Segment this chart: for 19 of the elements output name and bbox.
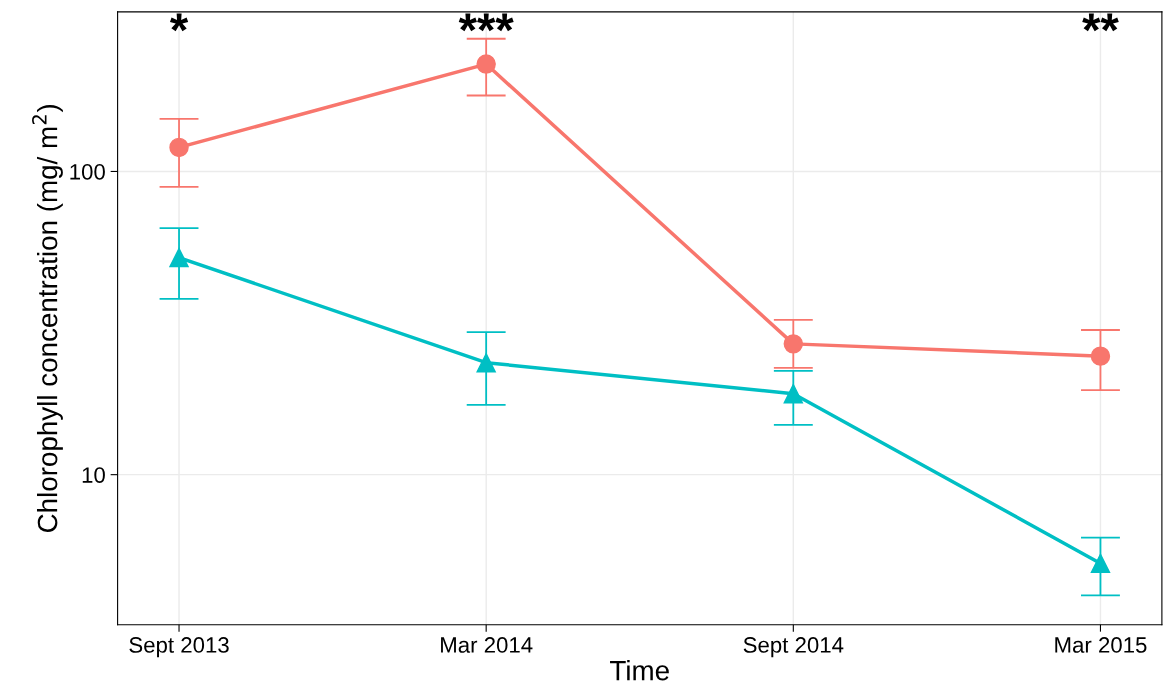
point — [476, 352, 496, 373]
point — [783, 383, 804, 404]
y-tick-label: 10 — [82, 467, 105, 483]
x-tick-label: Mar 2015 — [1055, 637, 1147, 653]
point — [1090, 553, 1111, 574]
x-axis-title: Time — [610, 660, 669, 681]
annotation: ** — [1082, 13, 1119, 32]
y-tick-label: 100 — [70, 163, 105, 180]
annotation: * — [169, 13, 189, 32]
x-tick-label: Sept 2014 — [743, 637, 844, 658]
point — [1090, 346, 1111, 366]
x-tick-label: Sept 2013 — [129, 637, 229, 658]
point — [169, 247, 189, 268]
x-tick-label: Mar 2014 — [441, 637, 533, 653]
point — [476, 54, 496, 74]
annotation: *** — [458, 13, 514, 32]
point — [783, 334, 804, 354]
y-axis-title: Chlorophyll concentration (mg/ m$^{2}$) — [32, 104, 63, 533]
point — [169, 137, 189, 158]
